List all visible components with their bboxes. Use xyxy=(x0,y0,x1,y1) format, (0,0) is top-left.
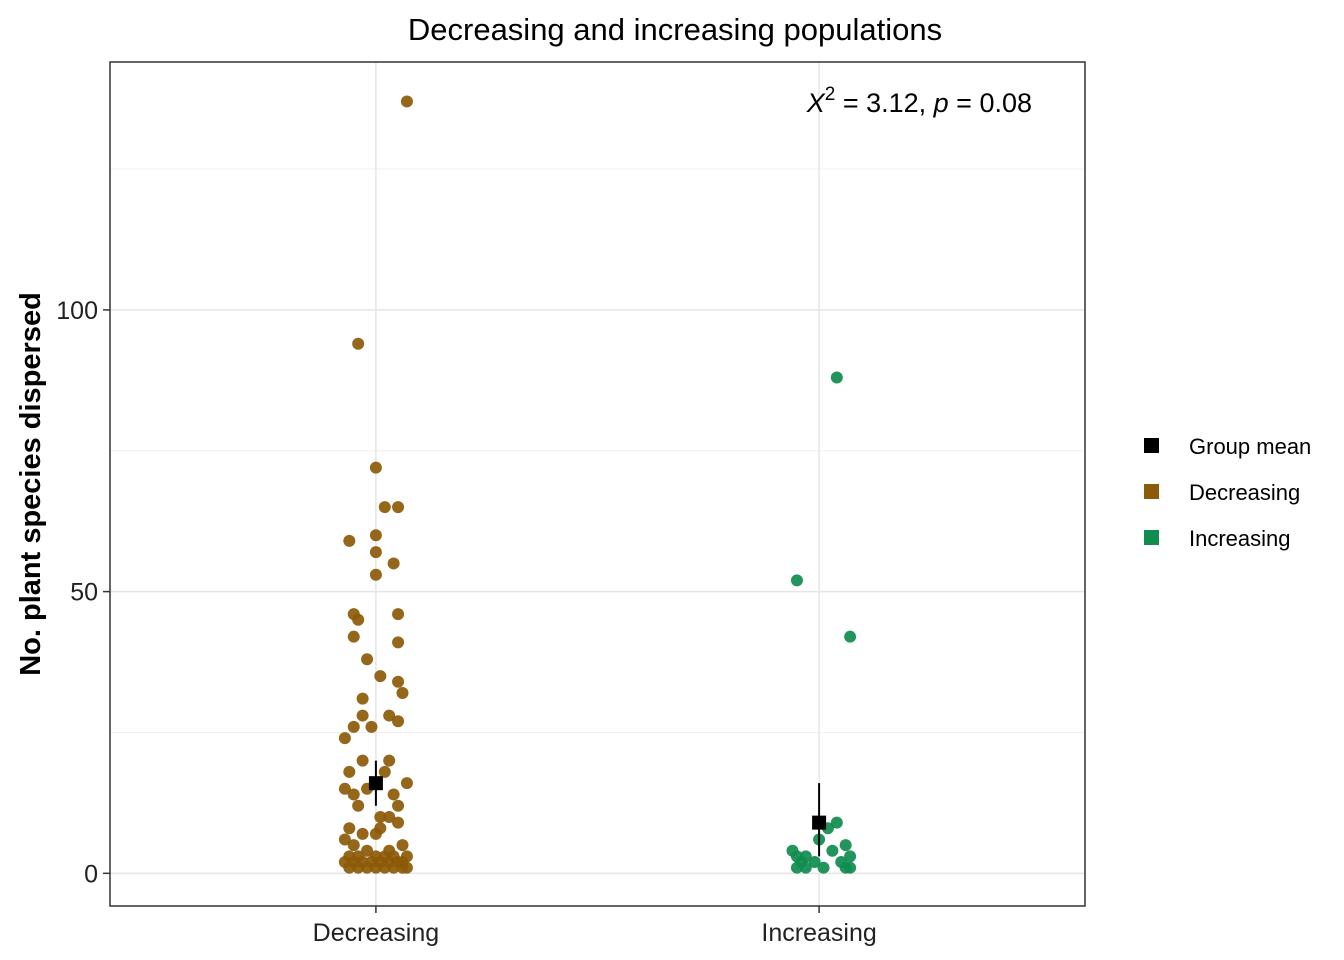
legend-key-decreasing xyxy=(1144,484,1159,499)
data-point-increasing xyxy=(830,371,843,384)
data-point-decreasing xyxy=(400,861,413,874)
chi-square-value: = 3.12, xyxy=(835,88,933,118)
data-point-decreasing xyxy=(383,709,396,722)
chi-square-superscript: 2 xyxy=(825,84,836,105)
data-point-increasing xyxy=(790,574,803,587)
data-point-decreasing xyxy=(352,861,365,874)
data-point-decreasing xyxy=(361,844,374,857)
data-point-increasing xyxy=(817,861,830,874)
stat-annotation: X2 = 3.12, p = 0.08 xyxy=(806,84,1032,118)
data-point-decreasing xyxy=(387,861,400,874)
data-point-decreasing xyxy=(352,799,365,812)
data-point-decreasing xyxy=(392,636,405,649)
data-point-increasing xyxy=(808,856,821,869)
chi-square-symbol: X xyxy=(806,88,826,118)
data-point-decreasing xyxy=(356,827,369,840)
data-point-increasing xyxy=(839,839,852,852)
data-point-decreasing xyxy=(343,861,356,874)
data-point-decreasing xyxy=(338,833,351,846)
y-tick-label: 50 xyxy=(70,579,98,607)
data-point-decreasing xyxy=(396,687,409,700)
data-point-decreasing xyxy=(352,337,365,350)
data-point-decreasing xyxy=(356,692,369,705)
legend-key-increasing xyxy=(1144,530,1159,545)
data-point-decreasing xyxy=(365,720,378,733)
data-points xyxy=(338,95,857,874)
legend-key-group-mean xyxy=(1144,438,1159,453)
data-point-increasing xyxy=(799,861,812,874)
grid xyxy=(110,62,1085,906)
y-axis-label: No. plant species dispersed xyxy=(15,292,47,676)
group-mean-marker xyxy=(812,815,827,830)
data-point-decreasing xyxy=(374,670,387,683)
data-point-decreasing xyxy=(352,613,365,626)
p-symbol: p xyxy=(933,88,949,118)
x-tick-label: Decreasing xyxy=(313,919,439,947)
data-point-increasing xyxy=(844,861,857,874)
data-point-decreasing xyxy=(347,788,360,801)
data-point-decreasing xyxy=(347,720,360,733)
legend-label: Increasing xyxy=(1189,526,1291,551)
data-point-decreasing xyxy=(383,754,396,767)
data-point-decreasing xyxy=(356,709,369,722)
y-tick-label: 100 xyxy=(56,297,98,325)
data-point-decreasing xyxy=(369,461,382,474)
chart-title: Decreasing and increasing populations xyxy=(408,12,942,47)
data-point-decreasing xyxy=(369,529,382,542)
data-point-increasing xyxy=(790,861,803,874)
data-point-increasing xyxy=(844,630,857,643)
data-point-decreasing xyxy=(396,839,409,852)
data-point-decreasing xyxy=(378,501,391,514)
data-point-decreasing xyxy=(378,861,391,874)
data-point-decreasing xyxy=(392,608,405,621)
data-point-decreasing xyxy=(361,861,374,874)
data-point-decreasing xyxy=(392,675,405,688)
data-point-decreasing xyxy=(347,630,360,643)
data-point-decreasing xyxy=(369,861,382,874)
data-point-decreasing xyxy=(392,799,405,812)
data-point-decreasing xyxy=(343,822,356,835)
data-point-decreasing xyxy=(356,754,369,767)
data-point-increasing xyxy=(826,844,839,857)
data-point-decreasing xyxy=(338,782,351,795)
legend: Group mean Decreasing Increasing xyxy=(1144,434,1311,551)
p-value: = 0.08 xyxy=(949,88,1032,118)
y-tick-label: 0 xyxy=(84,860,98,888)
data-point-decreasing xyxy=(378,765,391,778)
data-point-decreasing xyxy=(361,653,374,666)
group-mean-marker xyxy=(368,776,383,791)
data-point-decreasing xyxy=(387,788,400,801)
group-means xyxy=(368,760,827,857)
data-point-decreasing xyxy=(369,546,382,559)
data-point-decreasing xyxy=(392,715,405,728)
data-point-decreasing xyxy=(392,816,405,829)
data-point-decreasing xyxy=(392,501,405,514)
data-point-decreasing xyxy=(374,822,387,835)
data-point-decreasing xyxy=(400,95,413,108)
x-tick-label: Increasing xyxy=(761,919,876,947)
data-point-decreasing xyxy=(343,765,356,778)
data-point-increasing xyxy=(830,816,843,829)
data-point-increasing xyxy=(844,850,857,863)
plot-panel-border xyxy=(109,61,1086,907)
data-point-decreasing xyxy=(387,557,400,570)
legend-label: Decreasing xyxy=(1189,480,1300,505)
data-point-decreasing xyxy=(343,534,356,547)
data-point-decreasing xyxy=(400,777,413,790)
data-point-decreasing xyxy=(374,810,387,823)
data-point-decreasing xyxy=(338,732,351,745)
data-point-decreasing xyxy=(383,810,396,823)
axes: 0 50 100 Decreasing Increasing xyxy=(56,297,876,947)
data-point-decreasing xyxy=(347,839,360,852)
legend-label: Group mean xyxy=(1189,434,1311,459)
data-point-decreasing xyxy=(369,568,382,581)
